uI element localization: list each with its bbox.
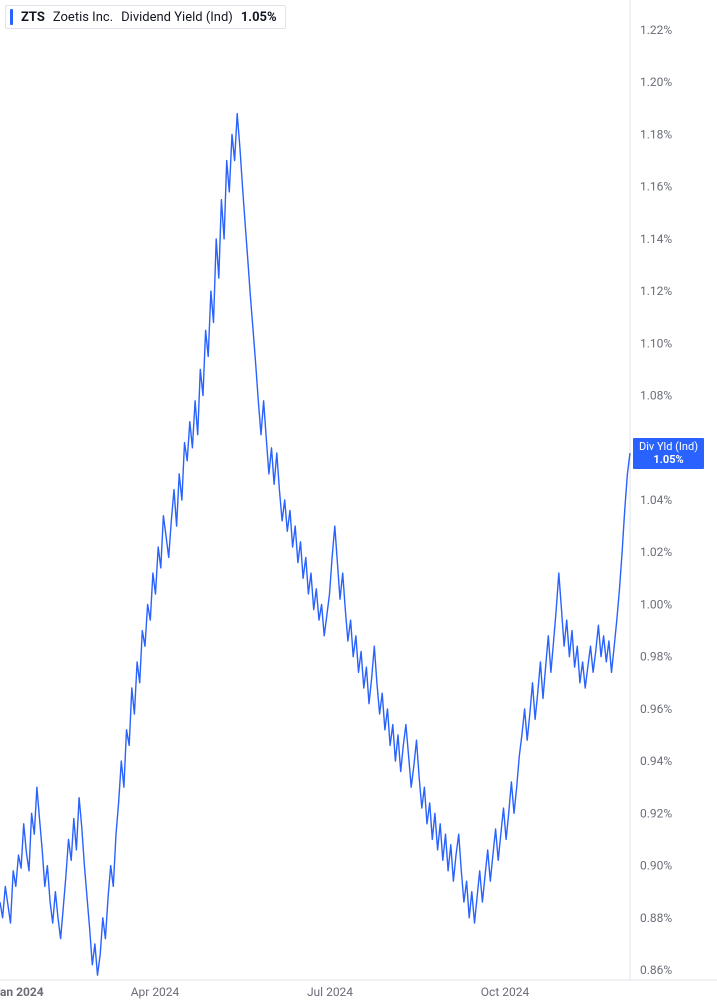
- y-tick-label: 1.20%: [640, 75, 672, 89]
- x-tick-label: Oct 2024: [481, 985, 530, 999]
- x-tick-label: an 2024: [0, 985, 44, 999]
- y-tick-label: 0.92%: [640, 806, 672, 820]
- y-tick-label: 0.86%: [640, 963, 672, 977]
- y-tick-label: 1.16%: [640, 180, 672, 194]
- y-tick-label: 1.08%: [640, 389, 672, 403]
- y-tick-label: 1.22%: [640, 23, 672, 37]
- last-value-tag-value: 1.05%: [639, 454, 698, 467]
- y-tick-label: 0.90%: [640, 859, 672, 873]
- y-tick-label: 1.00%: [640, 597, 672, 611]
- last-value-tag: Div Yld (Ind) 1.05%: [633, 438, 704, 469]
- y-tick-label: 1.04%: [640, 493, 672, 507]
- y-tick-label: 1.02%: [640, 545, 672, 559]
- y-tick-label: 1.12%: [640, 284, 672, 298]
- x-tick-label: Jul 2024: [307, 985, 353, 999]
- y-tick-label: 0.88%: [640, 911, 672, 925]
- y-tick-label: 0.94%: [640, 754, 672, 768]
- y-tick-label: 1.18%: [640, 127, 672, 141]
- dividend-yield-line: [0, 114, 630, 976]
- chart-canvas: 0.86% 0.88% 0.90% 0.92% 0.94% 0.96% 0.98% 1.00%…: [0, 0, 717, 1005]
- y-tick-label: 0.96%: [640, 702, 672, 716]
- y-tick-label: 1.14%: [640, 232, 672, 246]
- y-tick-label: 0.98%: [640, 650, 672, 664]
- y-tick-label: 1.10%: [640, 336, 672, 350]
- x-tick-label: Apr 2024: [131, 985, 180, 999]
- last-value-tag-label: Div Yld (Ind): [639, 441, 698, 454]
